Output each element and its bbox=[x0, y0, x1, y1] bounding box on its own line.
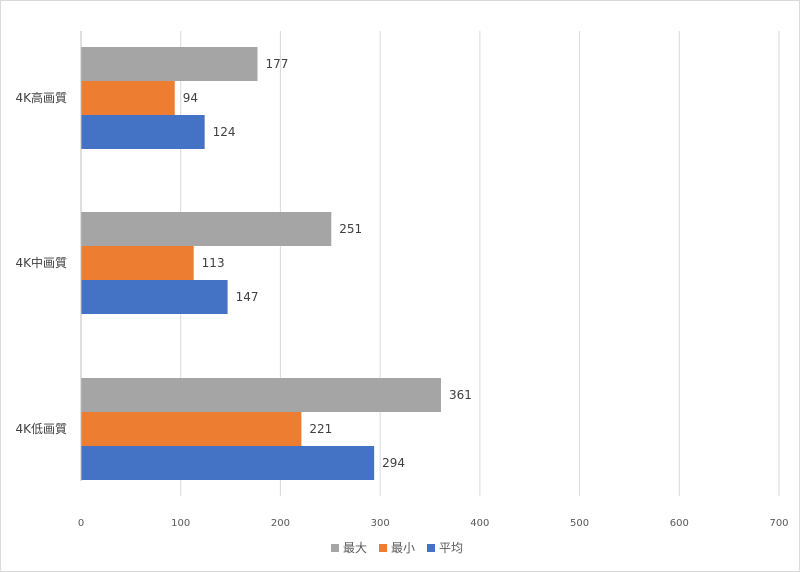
legend-label: 平均 bbox=[439, 541, 463, 555]
bar-最大-4K高画質 bbox=[81, 47, 258, 81]
data-label: 294 bbox=[382, 456, 405, 470]
bar-最大-4K中画質 bbox=[81, 212, 332, 246]
x-tick-label: 0 bbox=[78, 518, 84, 529]
data-label: 221 bbox=[309, 422, 332, 436]
data-label: 177 bbox=[265, 57, 288, 71]
x-tick-label: 200 bbox=[271, 518, 290, 529]
data-label: 251 bbox=[339, 222, 362, 236]
legend-label: 最大 bbox=[343, 541, 367, 555]
category-label: 4K低画質 bbox=[15, 421, 67, 436]
category-labels: 4K高画質 4K中画質 4K低画質 bbox=[15, 90, 67, 436]
bar-平均-4K低画質 bbox=[81, 446, 375, 480]
data-label: 147 bbox=[236, 290, 259, 304]
category-label: 4K高画質 bbox=[15, 90, 67, 105]
data-label: 361 bbox=[449, 388, 472, 402]
x-tick-label: 700 bbox=[769, 518, 788, 529]
x-tick-label: 100 bbox=[171, 518, 190, 529]
x-tick-label: 600 bbox=[670, 518, 689, 529]
x-tick-label: 300 bbox=[371, 518, 390, 529]
bars bbox=[81, 47, 441, 480]
x-tick-labels: 0 100 200 300 400 500 600 700 bbox=[78, 518, 789, 529]
data-label: 124 bbox=[213, 125, 236, 139]
bar-平均-4K中画質 bbox=[81, 280, 228, 314]
legend: 最大 最小 平均 bbox=[331, 541, 463, 555]
gridlines bbox=[180, 31, 780, 496]
data-label: 94 bbox=[183, 91, 198, 105]
data-labels: 177 94 124 251 113 147 361 221 294 bbox=[183, 57, 472, 470]
legend-label: 最小 bbox=[391, 541, 415, 555]
bar-平均-4K高画質 bbox=[81, 115, 205, 149]
category-label: 4K中画質 bbox=[15, 255, 67, 270]
bar-最小-4K低画質 bbox=[81, 412, 302, 446]
bar-最小-4K高画質 bbox=[81, 81, 175, 115]
legend-swatch-平均 bbox=[427, 544, 435, 552]
legend-swatch-最大 bbox=[331, 544, 339, 552]
bar-最小-4K中画質 bbox=[81, 246, 194, 280]
bar-最大-4K低画質 bbox=[81, 378, 441, 412]
x-tick-label: 400 bbox=[470, 518, 489, 529]
data-label: 113 bbox=[202, 256, 225, 270]
x-tick-label: 500 bbox=[570, 518, 589, 529]
legend-swatch-最小 bbox=[379, 544, 387, 552]
